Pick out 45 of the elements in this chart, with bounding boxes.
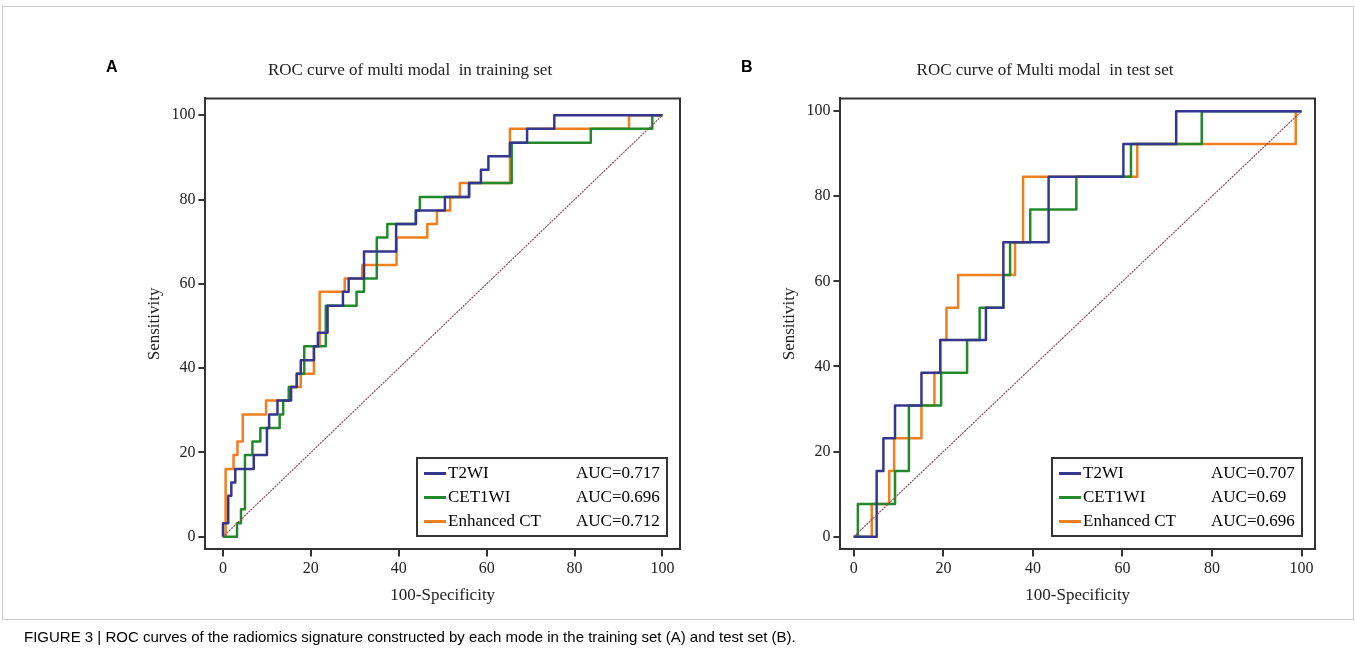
x-axis-title: 100-Specificity [390, 585, 496, 605]
x-tick-label: 80 [566, 559, 583, 577]
annotation: AUC=0.717 [576, 463, 660, 484]
y-axis-title: Sensitivity [778, 287, 798, 361]
y-tick-label: 40 [179, 358, 196, 376]
annotation: AUC=0.69 [1211, 487, 1287, 508]
chart-title: ROC curve of Multi modal in test set [916, 59, 1174, 79]
annotation: AUC=0.696 [576, 487, 660, 508]
x-tick-label: 20 [935, 559, 952, 577]
x-tick-label: 80 [1204, 559, 1221, 577]
annotation: AUC=0.696 [1211, 511, 1295, 532]
legend-label: CET1WI [1083, 487, 1147, 508]
y-tick-label: 80 [179, 189, 196, 207]
y-axis-title: Sensitivity [143, 287, 163, 361]
legend-label: T2WI [448, 463, 490, 484]
y-tick-label: 0 [187, 526, 196, 544]
legend-label: CET1WI [448, 487, 512, 508]
x-tick-label: 40 [1024, 559, 1041, 577]
y-tick-label: 0 [822, 526, 831, 544]
annotation: AUC=0.712 [576, 511, 660, 532]
x-axis-title: 100-Specificity [1025, 585, 1131, 605]
x-tick-label: 20 [302, 559, 319, 577]
y-tick-label: 20 [814, 441, 831, 459]
x-tick-label: 100 [650, 559, 675, 577]
x-tick-label: 100 [1289, 559, 1314, 577]
x-tick-label: 60 [478, 559, 495, 577]
caption: FIGURE 3 | ROC curves of the radiomics signature constructed by each mode in the training set (A) and test set (B). [24, 628, 796, 645]
text: A [106, 58, 118, 76]
legend-label: Enhanced CT [448, 511, 542, 532]
y-tick-label: 80 [814, 186, 831, 204]
y-tick-label: 20 [179, 442, 196, 460]
x-tick-label: 0 [218, 559, 227, 577]
text: B [741, 58, 753, 76]
legend-label: Enhanced CT [1083, 511, 1177, 532]
legend-label: T2WI [1083, 463, 1125, 484]
y-tick-label: 60 [179, 274, 196, 292]
y-tick-label: 100 [171, 105, 196, 123]
x-tick-label: 0 [849, 559, 858, 577]
y-tick-label: 60 [814, 271, 831, 289]
x-tick-label: 60 [1114, 559, 1131, 577]
y-tick-label: 40 [814, 356, 831, 374]
y-tick-label: 100 [806, 101, 831, 119]
x-tick-label: 40 [390, 559, 407, 577]
chart-title: ROC curve of multi modal in training set [267, 59, 553, 79]
annotation: AUC=0.707 [1211, 463, 1295, 484]
